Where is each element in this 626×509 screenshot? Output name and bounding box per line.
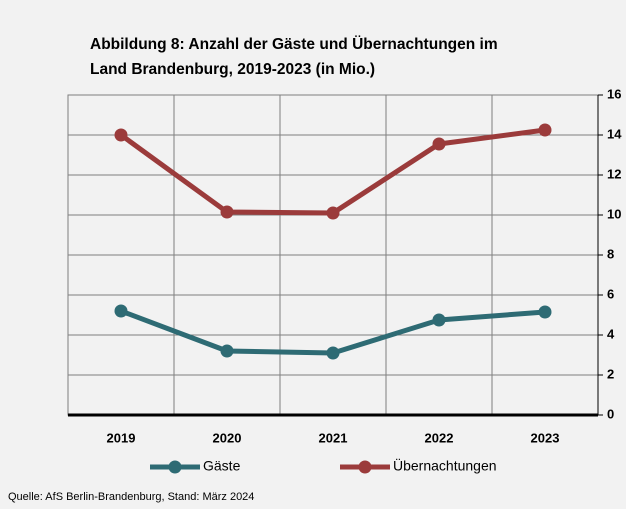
marker <box>538 305 552 319</box>
marker <box>326 206 340 220</box>
chart-title: Abbildung 8: Anzahl der Gäste und Überna… <box>90 36 498 53</box>
marker <box>432 313 446 327</box>
x-tick-label: 2019 <box>107 430 136 445</box>
marker <box>114 128 128 142</box>
marker <box>538 123 552 137</box>
y-tick-label: 2 <box>607 366 614 381</box>
marker <box>220 205 234 219</box>
x-tick-label: 2023 <box>531 430 560 445</box>
chart-subtitle: Land Brandenburg, 2019-2023 (in Mio.) <box>90 61 375 78</box>
marker <box>432 137 446 151</box>
marker <box>114 304 128 318</box>
line-series <box>119 127 546 216</box>
x-tick-label: 2020 <box>213 430 242 445</box>
legend-marker <box>358 460 372 474</box>
source: Quelle: AfS Berlin-Brandenburg, Stand: M… <box>8 491 254 503</box>
legend-label: Übernachtungen <box>393 457 497 474</box>
marker <box>220 344 234 358</box>
legend-label: Gäste <box>203 458 241 474</box>
y-tick-label: 10 <box>607 206 621 221</box>
y-tick-label: 4 <box>607 326 615 341</box>
y-tick-label: 16 <box>607 86 621 101</box>
y-tick-label: 6 <box>607 286 614 301</box>
x-tick-label: 2022 <box>425 430 454 445</box>
y-tick-label: 12 <box>607 166 621 181</box>
x-tick-label: 2021 <box>319 430 348 445</box>
y-tick-label: 14 <box>607 126 622 141</box>
y-tick-label: 8 <box>607 246 614 261</box>
y-tick-label: 0 <box>607 406 614 421</box>
marker <box>326 346 340 360</box>
legend-marker <box>168 460 182 474</box>
